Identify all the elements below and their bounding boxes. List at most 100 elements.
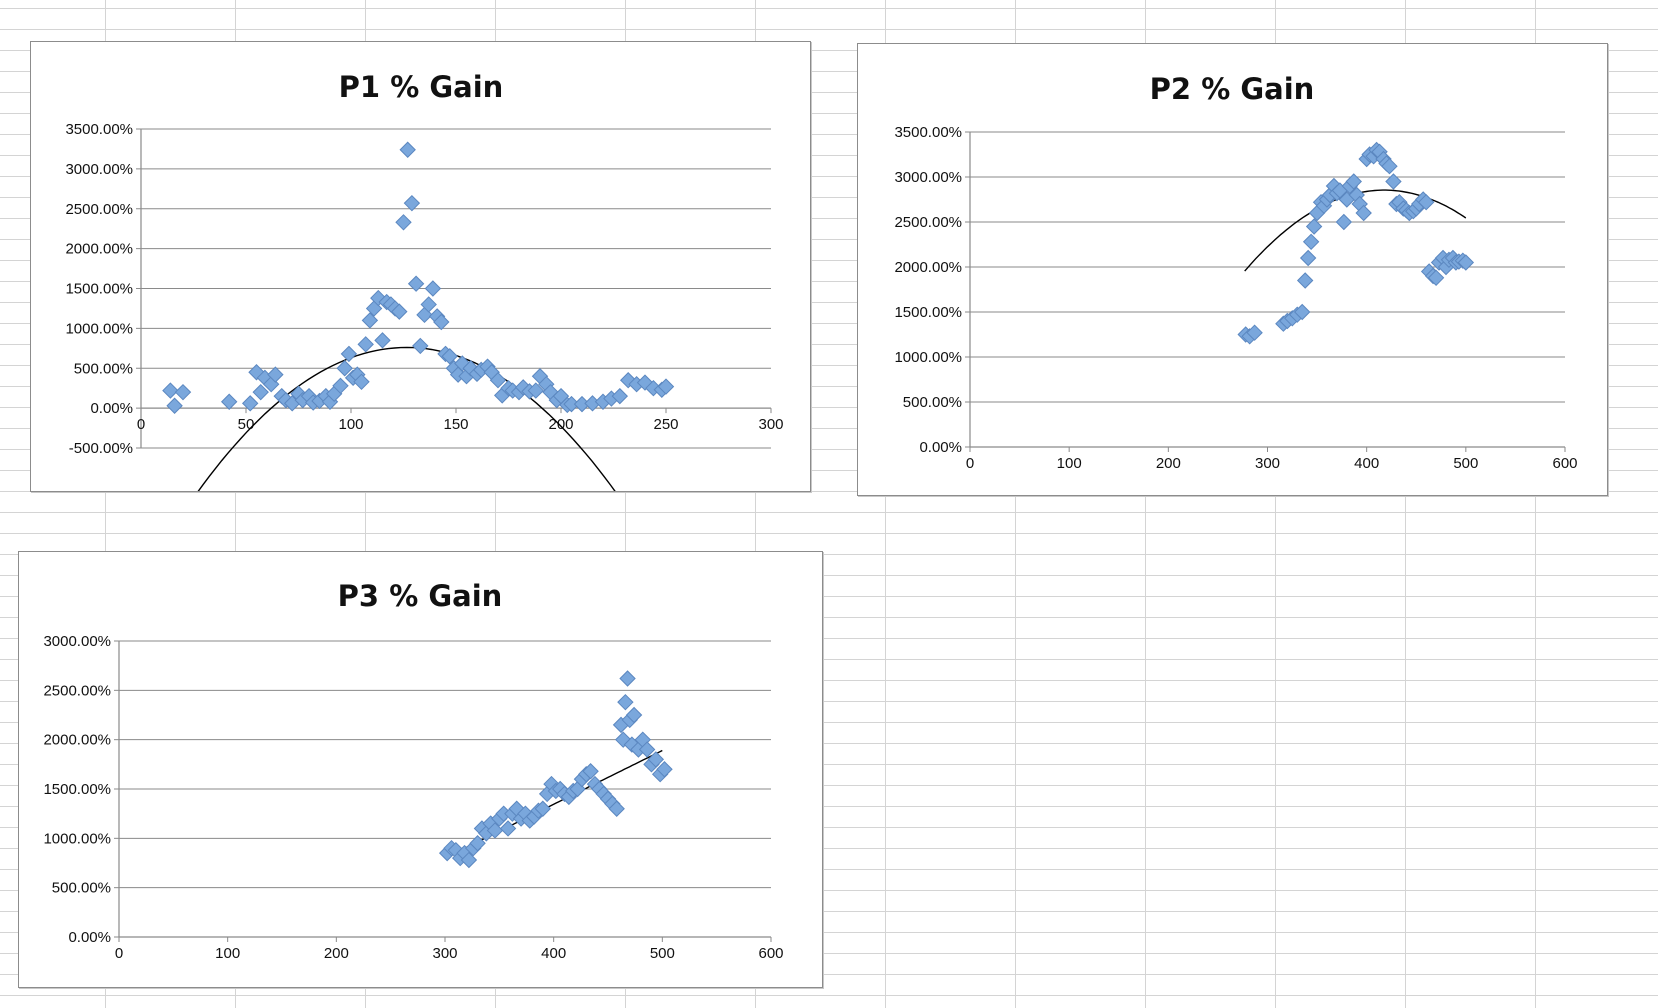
chart-p2-data-point[interactable]: [1299, 249, 1317, 267]
chart-p2-data-point[interactable]: [1417, 193, 1435, 211]
chart-p2-data-point[interactable]: [1385, 173, 1402, 190]
chart-p2-data-point[interactable]: [1345, 173, 1362, 190]
chart-p1-data-point[interactable]: [353, 373, 370, 391]
chart-p1-x-tick-label: 150: [443, 416, 468, 433]
chart-p1-data-point[interactable]: [162, 382, 179, 399]
chart-p3-y-tick-label: 2500.00%: [43, 682, 111, 699]
chart-p1-data-point[interactable]: [252, 383, 269, 401]
chart-p1-data-point[interactable]: [332, 377, 349, 395]
chart-p1-data-point[interactable]: [174, 383, 192, 401]
chart-p1-data-point[interactable]: [489, 372, 507, 389]
chart-p2-gridlines: [970, 131, 1565, 403]
chart-p3-data-point[interactable]: [638, 741, 656, 758]
chart-p1-data-point[interactable]: [657, 378, 675, 395]
chart-p3-y-tick-label: 1500.00%: [43, 781, 111, 798]
chart-p3-data-point[interactable]: [534, 800, 552, 817]
chart-p3-data-point[interactable]: [460, 851, 478, 869]
chart-p2-x-tick-label: 600: [1552, 455, 1577, 472]
chart-p1-y-tick-label: 1000.00%: [65, 320, 133, 337]
chart-p1-data-point[interactable]: [441, 348, 458, 365]
chart-p3-x-tick-label: 600: [758, 945, 783, 962]
chart-p2-data-point[interactable]: [1302, 233, 1320, 251]
chart-p3-svg: P3 % Gain 0.00% 500.00% 1000.00% 1500.00% 20…: [43, 579, 783, 962]
chart-p1-data-point[interactable]: [357, 336, 374, 353]
chart-p1-data-point[interactable]: [403, 194, 421, 212]
chart-p2-panel[interactable]: P2 % Gain 0.00% 500.00% 1000.00% 1500.00% 20…: [857, 43, 1608, 496]
chart-p3-data-point[interactable]: [617, 693, 634, 711]
chart-p1-y-tick-label: 2500.00%: [65, 201, 133, 218]
chart-p2-x-tick-label: 400: [1354, 455, 1379, 472]
chart-p2-svg: P2 % Gain 0.00% 500.00% 1000.00% 1500.00% 20…: [894, 72, 1577, 472]
chart-p1-y-tick-label: 2000.00%: [65, 241, 133, 258]
chart-p1-data-point[interactable]: [399, 141, 416, 158]
chart-p3-data-point[interactable]: [625, 706, 643, 724]
chart-p2-data-point[interactable]: [1355, 204, 1372, 222]
chart-p3-data-point[interactable]: [486, 822, 504, 839]
chart-p1-data-point[interactable]: [395, 214, 412, 231]
chart-p3-data-point[interactable]: [608, 800, 625, 817]
chart-p2-data-point[interactable]: [1296, 272, 1314, 289]
chart-p3-y-tick-label: 0.00%: [68, 929, 111, 946]
chart-p1-y-tick-label: 500.00%: [74, 360, 133, 377]
chart-p1-data-point[interactable]: [420, 296, 437, 313]
chart-p2-y-tick-label: 1000.00%: [894, 349, 962, 366]
chart-p1-data-point[interactable]: [336, 360, 353, 377]
chart-p3-panel[interactable]: P3 % Gain 0.00% 500.00% 1000.00% 1500.00% 20…: [18, 551, 823, 988]
chart-p3-y-tick-label: 2000.00%: [43, 732, 111, 749]
chart-p1-data-point[interactable]: [412, 337, 429, 355]
chart-p1-data-point[interactable]: [267, 366, 284, 383]
chart-p3-data-point[interactable]: [499, 820, 517, 837]
chart-p1-data-point[interactable]: [166, 397, 183, 414]
chart-p1-data-point[interactable]: [340, 345, 358, 363]
chart-p1-data-point[interactable]: [424, 280, 442, 297]
chart-p2-data-point[interactable]: [1294, 303, 1311, 321]
chart-p1-x-tick-label: 250: [653, 416, 678, 433]
chart-p3-x-tick-label: 500: [650, 945, 675, 962]
chart-p2-x-tick-label: 300: [1255, 455, 1280, 472]
chart-p1-data-point[interactable]: [527, 382, 545, 399]
chart-p1-data-point[interactable]: [611, 387, 629, 405]
chart-p3-y-tick-label: 1000.00%: [43, 830, 111, 847]
chart-p2-x-tick-label: 0: [966, 455, 974, 472]
chart-p2-data-point[interactable]: [1305, 218, 1323, 235]
chart-p2-y-tick-label: 2000.00%: [894, 259, 962, 276]
chart-p1-data-point[interactable]: [433, 313, 450, 331]
chart-p3-y-tick-label: 500.00%: [52, 880, 111, 897]
chart-p1-data-point[interactable]: [220, 393, 238, 410]
chart-p3-data-point[interactable]: [619, 670, 636, 687]
chart-p1-points: [162, 141, 675, 414]
chart-p1-panel[interactable]: P1 % Gain -500.00% 0.00% 500.00% 1000.00% 15…: [30, 41, 811, 492]
chart-p2-x-tick-label: 500: [1453, 455, 1478, 472]
chart-p1-data-point[interactable]: [407, 275, 425, 292]
chart-p3-data-point[interactable]: [469, 835, 486, 852]
chart-p3-x-tick-label: 200: [324, 945, 349, 962]
chart-p3-data-point[interactable]: [647, 751, 665, 768]
chart-p2-data-point[interactable]: [1246, 324, 1263, 341]
chart-p2-data-point[interactable]: [1427, 269, 1445, 287]
chart-p1-x-tick-label: 300: [758, 416, 783, 433]
chart-p3-x-tick-label: 400: [541, 945, 566, 962]
chart-p1-x-tick-label: 200: [548, 416, 573, 433]
chart-p2-y-tick-label: 500.00%: [903, 394, 962, 411]
chart-p2-data-point[interactable]: [1335, 213, 1353, 231]
chart-p2-data-point[interactable]: [1381, 157, 1398, 175]
chart-p3-data-point[interactable]: [656, 761, 673, 778]
chart-p2-x-tick-label: 100: [1057, 455, 1082, 472]
chart-p1-svg: P1 % Gain -500.00% 0.00% 500.00% 1000.00% 15…: [65, 70, 784, 491]
chart-p1-data-point[interactable]: [374, 332, 391, 349]
chart-p1-data-point[interactable]: [391, 303, 408, 320]
chart-p3-gridlines: [119, 640, 771, 889]
chart-p2-points: [1237, 141, 1475, 345]
chart-p2-data-point[interactable]: [1457, 254, 1475, 271]
chart-p1-gridlines: [141, 128, 771, 449]
chart-p1-x-tick-label: 0: [137, 416, 145, 433]
chart-p1-data-point[interactable]: [361, 312, 379, 329]
chart-p3-x-tick-label: 100: [215, 945, 240, 962]
chart-p3-axes: 0.00% 500.00% 1000.00% 1500.00% 2000.00% 2500…: [43, 633, 783, 962]
chart-p3-title: P3 % Gain: [338, 579, 503, 613]
chart-p3-data-point[interactable]: [582, 763, 599, 780]
chart-p1-data-point[interactable]: [241, 395, 259, 412]
chart-p1-title: P1 % Gain: [339, 70, 504, 104]
chart-p1-y-tick-label: 1500.00%: [65, 281, 133, 298]
chart-p3-x-tick-label: 300: [432, 945, 457, 962]
